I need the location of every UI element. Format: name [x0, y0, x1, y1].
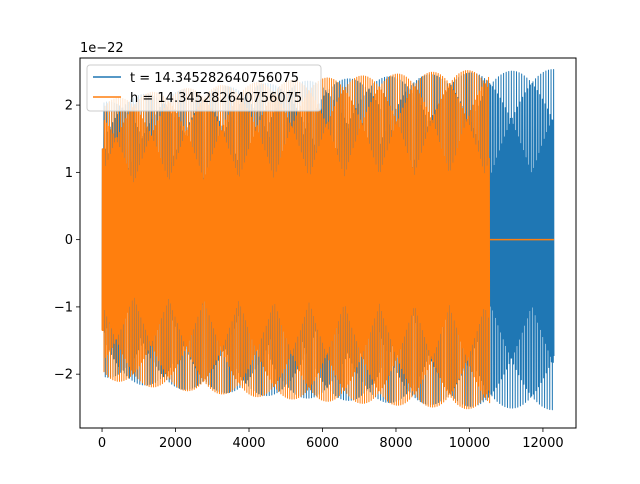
x-tick-label: 12000 [522, 436, 563, 451]
y-axis: −2 −1 0 1 2 [54, 99, 80, 383]
legend: t = 14.345282640756075 h = 14.3452826407… [86, 64, 322, 112]
x-axis: 0 2000 4000 6000 8000 10000 12000 [98, 428, 564, 451]
legend-label-h: h = 14.345282640756075 [130, 91, 302, 106]
y-tick-label: −2 [54, 368, 73, 383]
legend-label-t: t = 14.345282640756075 [130, 71, 299, 86]
y-tick-label: 2 [65, 99, 73, 114]
series-line-h [101, 69, 491, 410]
x-tick-label: 0 [98, 436, 106, 451]
x-tick-label: 2000 [159, 436, 192, 451]
x-tick-label: 8000 [379, 436, 412, 451]
series-layer [101, 69, 555, 411]
y-tick-label: −1 [54, 300, 73, 315]
axes-frame [79, 57, 577, 429]
legend-box [86, 64, 322, 112]
x-tick-label: 6000 [306, 436, 339, 451]
x-tick-label: 4000 [232, 436, 265, 451]
y-offset-label: 1e−22 [80, 41, 124, 56]
x-tick-label: 10000 [449, 436, 490, 451]
y-tick-label: 1 [65, 166, 73, 181]
y-tick-label: 0 [65, 233, 73, 248]
